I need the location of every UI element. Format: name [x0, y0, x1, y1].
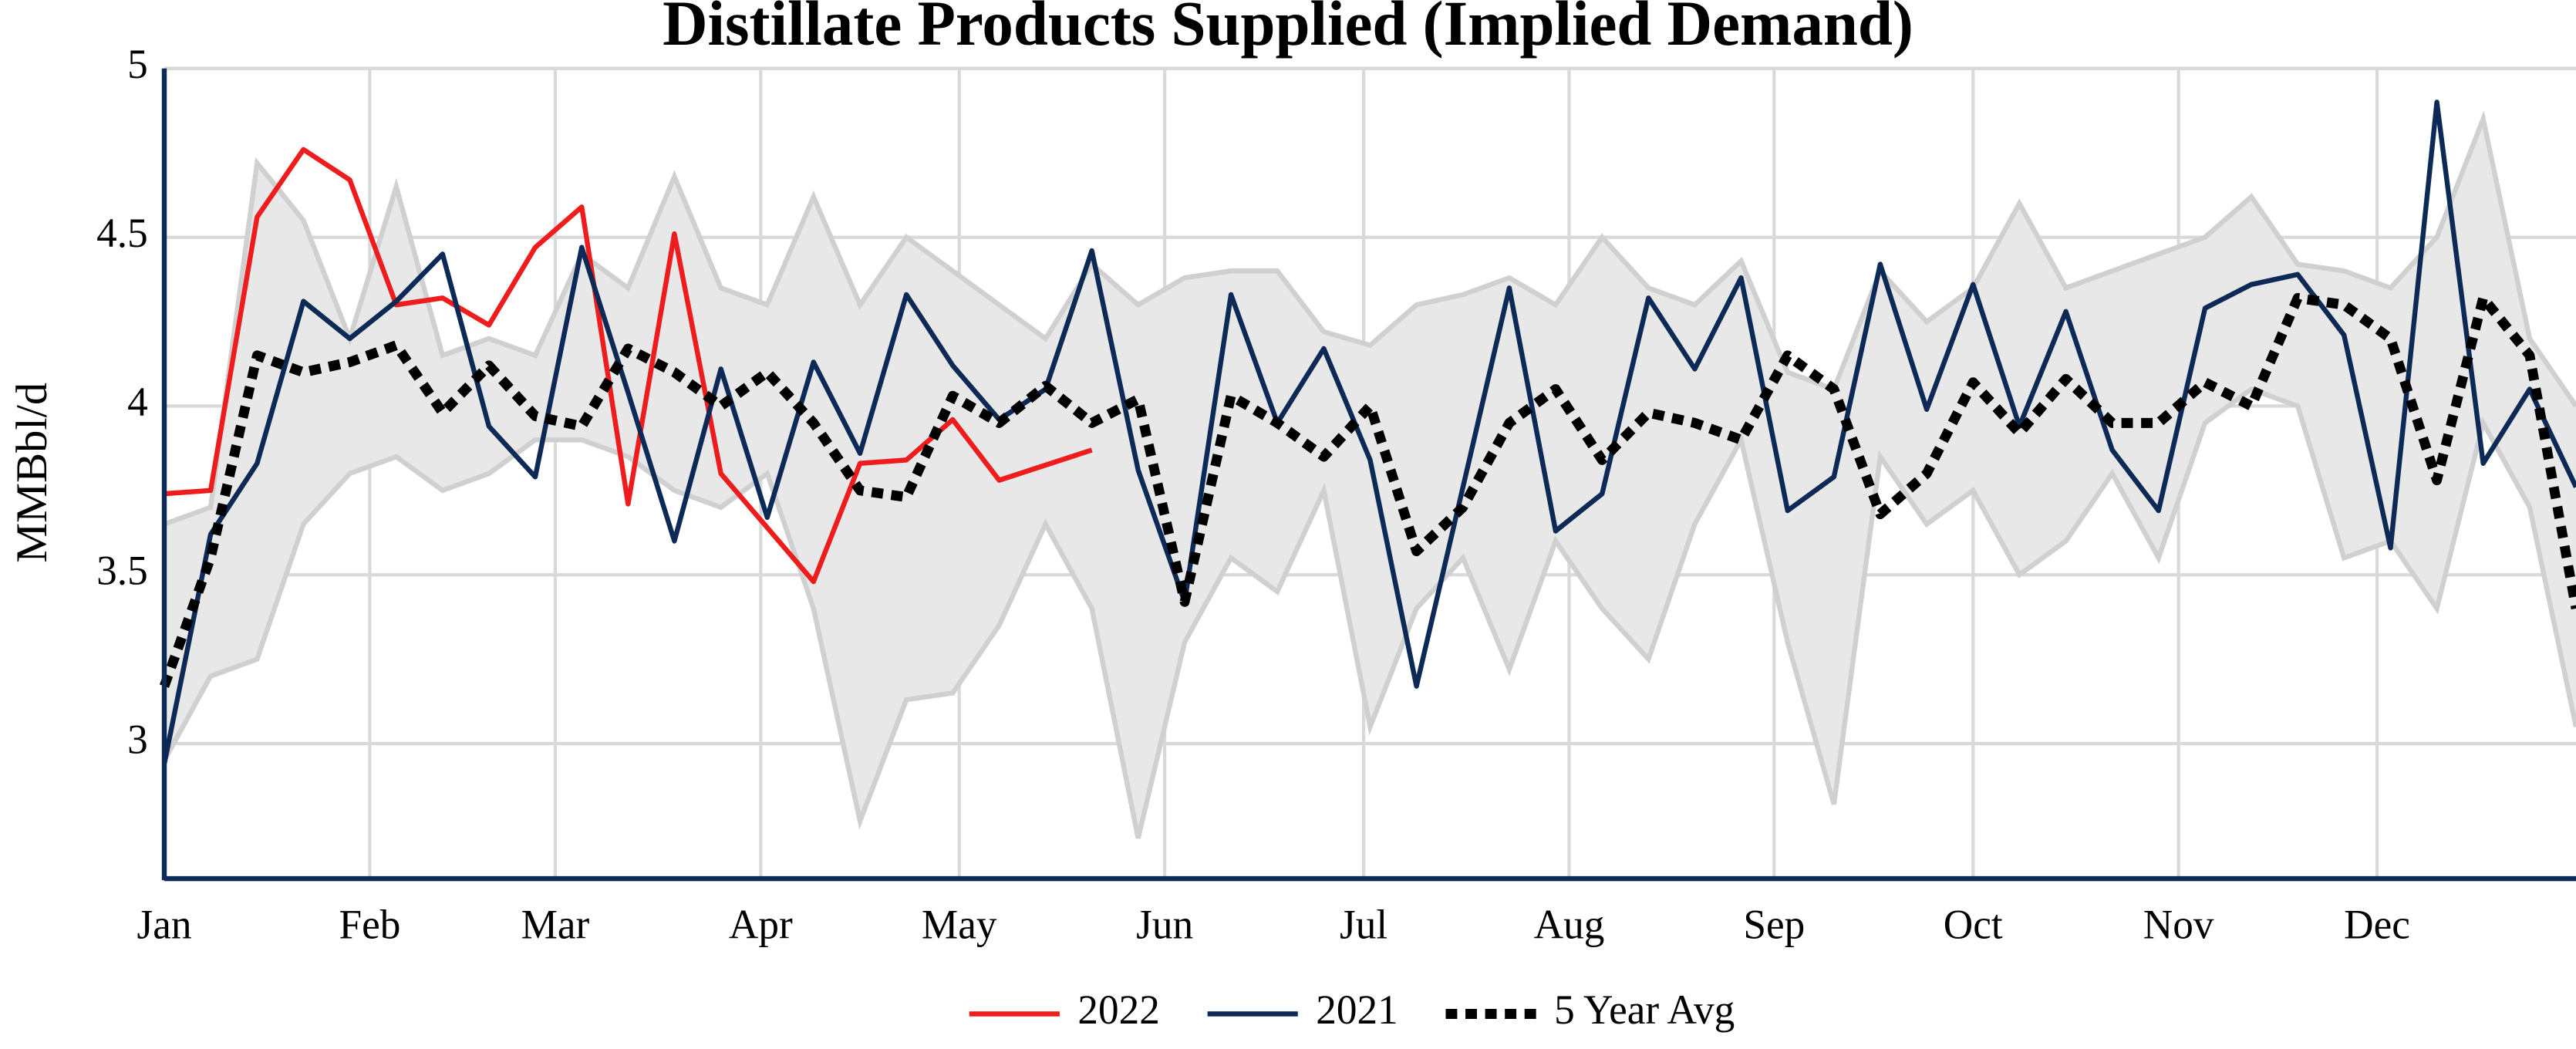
- y-tick-label: 4.5: [96, 210, 148, 256]
- x-tick-label: Nov: [2143, 901, 2214, 947]
- x-tick-label: Mar: [521, 901, 590, 947]
- x-tick-label: Dec: [2344, 901, 2410, 947]
- x-tick-label: Oct: [1944, 901, 2003, 947]
- x-tick-label: Jan: [137, 901, 192, 947]
- legend-label: 5 Year Avg: [1554, 987, 1735, 1033]
- x-tick-label: Apr: [729, 901, 793, 947]
- x-tick-label: Jun: [1136, 901, 1193, 947]
- x-tick-label: Sep: [1743, 901, 1805, 947]
- x-tick-label: Jul: [1340, 901, 1387, 947]
- legend-label: 2022: [1077, 987, 1159, 1033]
- y-tick-label: 3.5: [96, 547, 148, 593]
- range-band: [164, 119, 2576, 838]
- y-tick-label: 4: [127, 378, 148, 424]
- y-tick-label: 3: [127, 716, 148, 762]
- x-tick-label: May: [922, 901, 997, 947]
- legend-label: 2021: [1316, 987, 1398, 1033]
- x-tick-label: Aug: [1534, 901, 1605, 947]
- band-lower: [162, 386, 2576, 839]
- series-line: [164, 147, 1093, 585]
- y-axis-label: MMBbl/d: [6, 383, 56, 563]
- y-tick-label: 5: [127, 41, 148, 87]
- band-upper: [163, 110, 2576, 527]
- chart-title: Distillate Products Supplied (Implied De…: [663, 0, 1913, 59]
- series-line: [161, 100, 2576, 764]
- series-line: [160, 292, 2576, 688]
- x-tick-label: Feb: [339, 901, 400, 947]
